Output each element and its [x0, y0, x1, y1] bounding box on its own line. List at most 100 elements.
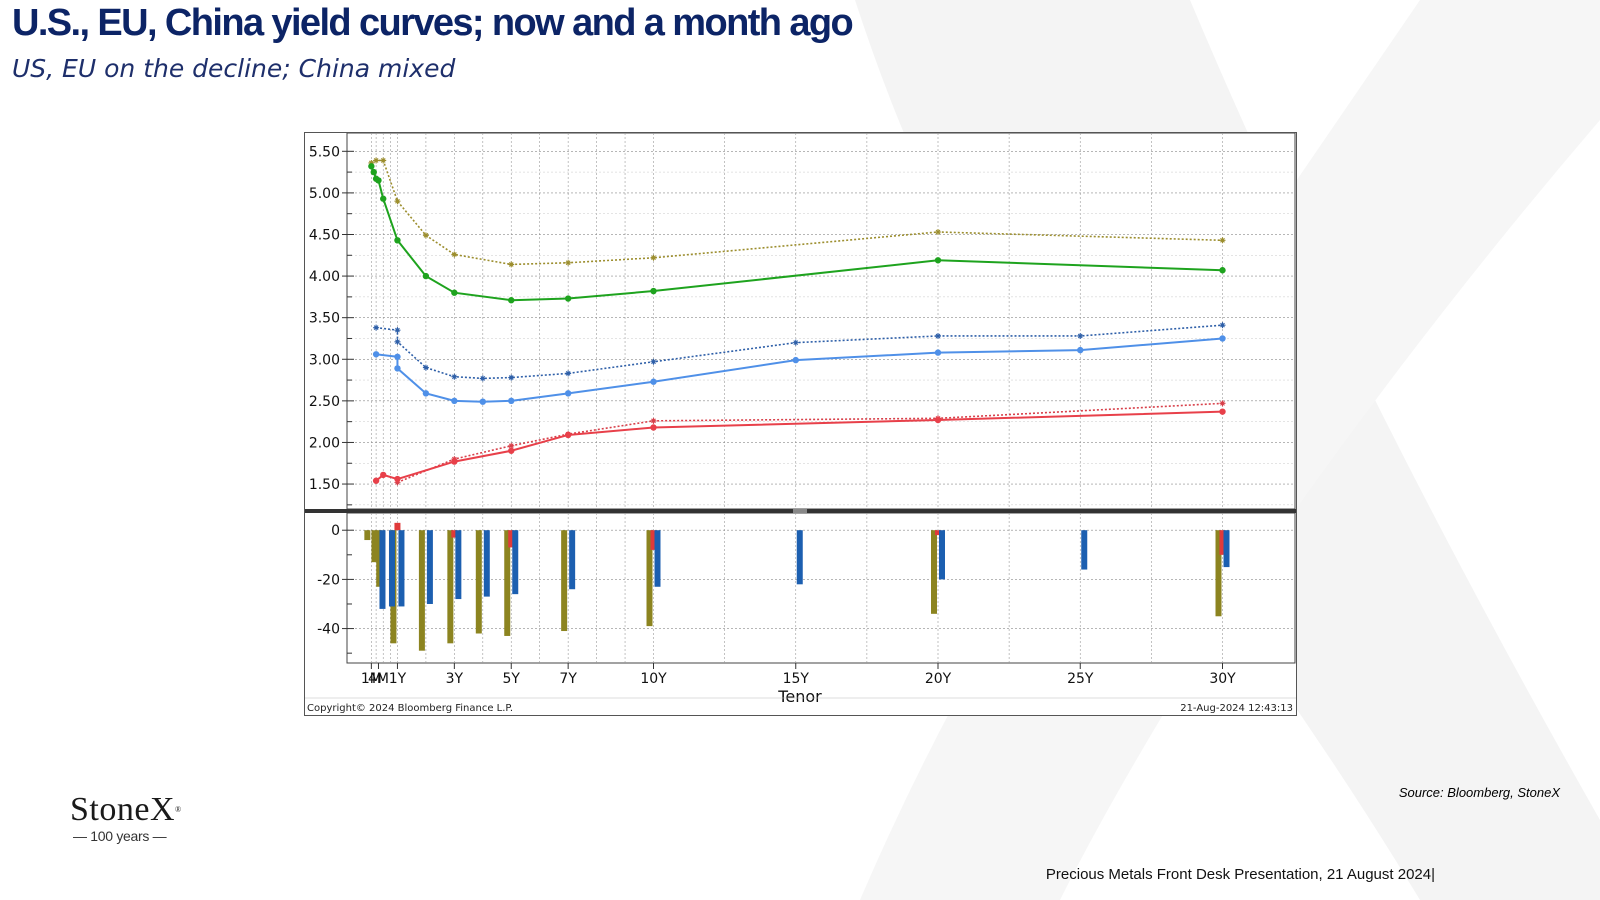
lower-y-tick-label: -40 — [317, 622, 340, 638]
change-bar — [394, 522, 401, 531]
upper-y-tick-label: 1.50 — [309, 477, 340, 493]
chart-copyright: Copyright© 2024 Bloomberg Finance L.P. — [307, 703, 514, 714]
change-bar — [1219, 530, 1226, 555]
yield-point-star — [935, 228, 941, 235]
yield-point — [394, 365, 401, 372]
change-bar — [650, 530, 657, 550]
yield-point — [380, 195, 387, 202]
yield-point-star — [508, 442, 515, 449]
yield-point — [650, 378, 657, 385]
yield-point — [375, 177, 382, 184]
yield-point — [792, 356, 799, 364]
change-bar — [508, 530, 515, 548]
yield-point-star — [650, 254, 657, 261]
yield-point-star — [422, 232, 429, 239]
yield-point-star — [479, 375, 486, 382]
x-tick-label: 20Y — [925, 671, 952, 687]
yield-point — [650, 424, 657, 431]
lower-y-tick-label: -20 — [317, 572, 340, 588]
change-bar — [376, 530, 383, 587]
change-bar — [1223, 530, 1230, 568]
change-bar — [379, 530, 386, 609]
change-bar — [483, 530, 490, 597]
change-bar — [561, 530, 568, 632]
footer-text: Precious Metals Front Desk Presentation,… — [1045, 866, 1435, 883]
yield-point — [394, 237, 401, 244]
yield-point — [508, 397, 515, 405]
change-bar — [935, 530, 941, 536]
yield-point-star — [394, 479, 401, 486]
yield-point-star — [380, 157, 387, 164]
page-title: U.S., EU, China yield curves; now and a … — [12, 2, 854, 44]
yield-point-star — [1219, 322, 1226, 329]
change-bar — [654, 530, 661, 587]
change-bar — [451, 530, 458, 538]
lower-y-tick-label: 0 — [331, 523, 340, 539]
logo-tagline: — 100 years — — [73, 828, 167, 844]
change-bar — [426, 530, 433, 604]
yield-point-star — [565, 259, 572, 266]
change-bar — [504, 530, 511, 636]
yield-point — [934, 416, 942, 424]
yield-point — [372, 477, 380, 484]
yield-point-star — [650, 417, 657, 424]
upper-y-tick-label: 3.00 — [309, 352, 340, 368]
yield-point — [370, 168, 377, 176]
page-subtitle: US, EU on the decline; China mixed — [12, 54, 456, 83]
yield-point — [479, 398, 486, 405]
upper-y-tick-label: 5.00 — [309, 186, 340, 202]
yield-curve-line — [370, 159, 1223, 266]
change-bar — [931, 530, 937, 614]
logo-name: StoneX — [70, 791, 175, 828]
yield-point — [564, 295, 572, 302]
yield-point — [1077, 346, 1084, 354]
yield-point — [508, 297, 515, 304]
yield-point — [934, 257, 942, 264]
yield-point-star — [508, 374, 515, 381]
yield-point-star — [650, 358, 657, 365]
stonex-logo: StoneX® — 100 years — — [70, 792, 200, 845]
change-bar — [569, 530, 576, 590]
yield-point-star — [394, 327, 401, 334]
yield-point-star — [394, 338, 401, 345]
x-tick-label: 10Y — [640, 671, 667, 687]
yield-point — [564, 390, 572, 397]
change-bar — [1215, 530, 1222, 617]
upper-y-tick-label: 4.50 — [309, 227, 340, 243]
logo-wordmark: StoneX® — [70, 792, 200, 828]
chart-canvas: 5.50 5.00 4.50 4.00 3.50 3.00 2.50 2.00 1.50 0 -20… — [305, 133, 1296, 706]
yield-point — [372, 351, 380, 358]
yield-point-star — [451, 251, 458, 258]
yield-curve-chart: 5.50 5.00 4.50 4.00 3.50 3.00 2.50 2.00 1.50 0 -20… — [304, 132, 1297, 716]
x-tick-label: 15Y — [783, 671, 810, 687]
yield-point — [422, 272, 430, 280]
change-bar — [796, 530, 803, 585]
x-tick-label: 25Y — [1067, 671, 1094, 687]
change-bar — [418, 530, 425, 651]
yield-point-star — [1077, 332, 1084, 339]
yield-point — [380, 471, 387, 479]
x-tick-label: 1M — [361, 671, 382, 687]
yield-point — [394, 475, 401, 483]
yield-point-star — [451, 373, 458, 380]
x-tick-label: 1Y — [389, 671, 407, 687]
x-tick-label: 4M — [368, 671, 389, 687]
x-axis-label: Tenor — [777, 687, 822, 706]
yield-point — [564, 431, 572, 439]
yield-point — [1219, 335, 1226, 342]
yield-point-star — [565, 370, 572, 377]
yield-point — [508, 447, 515, 454]
change-bar — [1081, 530, 1088, 570]
change-bar — [939, 530, 945, 580]
upper-y-tick-label: 2.00 — [309, 435, 340, 451]
yield-point — [1219, 267, 1226, 274]
yield-point — [650, 287, 657, 295]
yield-point-star — [373, 157, 380, 164]
yield-point-star — [935, 332, 941, 339]
upper-y-tick-label: 2.50 — [309, 394, 340, 410]
change-bar — [371, 530, 378, 563]
upper-y-tick-label: 4.00 — [309, 269, 340, 285]
yield-point — [451, 289, 458, 296]
x-tick-label: 5Y — [503, 671, 521, 687]
change-bar — [455, 530, 462, 600]
